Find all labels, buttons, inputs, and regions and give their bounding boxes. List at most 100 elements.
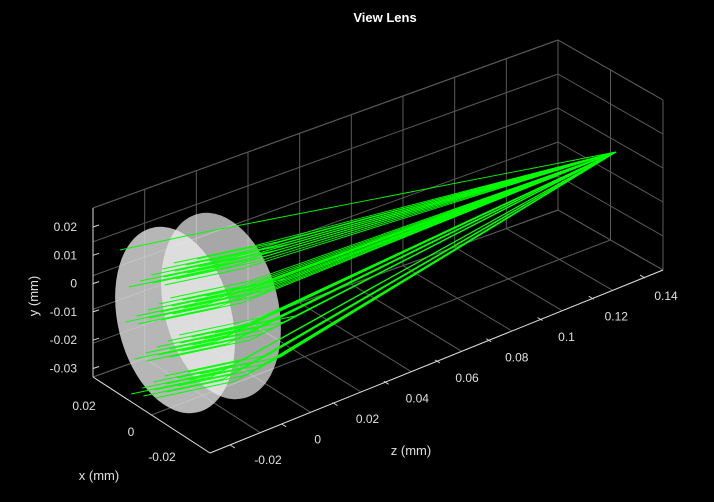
y-tick-label: 0.01 bbox=[54, 248, 78, 262]
y-axis-label: y (mm) bbox=[26, 276, 41, 316]
ray-segment-incident bbox=[125, 304, 206, 323]
ray-segment-converging bbox=[277, 151, 617, 243]
z-tick-mark bbox=[332, 402, 338, 406]
ray-segment-converging bbox=[285, 151, 617, 280]
ray-segment-incident bbox=[140, 263, 221, 282]
z-tick-mark bbox=[280, 423, 287, 428]
z-tick-labels: -0.02 0 0.02 0.04 0.06 0.08 0.1 0.12 0.14 bbox=[254, 289, 678, 467]
ray-segment-incident bbox=[142, 370, 223, 389]
ray-segment-incident bbox=[131, 376, 212, 395]
ray-segment-incident bbox=[169, 331, 250, 350]
x-tick-label: 0.02 bbox=[72, 399, 96, 413]
ray-segment-incident bbox=[147, 292, 229, 311]
ray-segment-incident bbox=[163, 259, 244, 278]
x-tick-label: 0 bbox=[128, 425, 135, 439]
z-tick-mark bbox=[588, 295, 595, 300]
ray-segment-incident bbox=[172, 296, 253, 315]
ray-segment-incident bbox=[162, 251, 243, 270]
ray-segment-incident bbox=[160, 294, 241, 313]
ray-segment-incident bbox=[197, 241, 278, 260]
ray-segment-incident bbox=[156, 329, 237, 348]
ray-segment-incident bbox=[198, 249, 279, 268]
grid-back-horizontal-line bbox=[92, 39, 559, 209]
y-tick-labels: 0.02 0.01 0 -0.01 -0.02 -0.03 bbox=[50, 220, 78, 376]
z-axis-line bbox=[209, 269, 664, 454]
ray-segment-incident bbox=[164, 267, 245, 286]
ray-segment-incident bbox=[170, 280, 251, 299]
z-tick-mark bbox=[229, 444, 236, 449]
ray-segment-incident bbox=[161, 302, 242, 321]
ray-segment-converging bbox=[280, 151, 617, 358]
z-tick-label: 0.08 bbox=[505, 351, 529, 365]
ray-segment-incident bbox=[166, 374, 248, 393]
ray-segment-incident bbox=[179, 317, 260, 336]
z-tick-mark bbox=[537, 317, 543, 321]
z-tick-mark bbox=[434, 359, 441, 364]
ray-bundle bbox=[119, 151, 617, 399]
ray-segment-incident bbox=[173, 245, 254, 264]
z-axis-label: z (mm) bbox=[391, 443, 431, 458]
z-tick-mark bbox=[383, 380, 390, 385]
ray-segment-incident bbox=[175, 261, 256, 280]
grid-back-horizontal-line bbox=[92, 73, 559, 243]
ray-segment-converging bbox=[294, 151, 617, 317]
ray-segment-incident bbox=[170, 339, 251, 358]
ray-segment-incident bbox=[164, 358, 245, 377]
x-tick-label: -0.02 bbox=[148, 450, 176, 464]
ray-segment-incident bbox=[171, 288, 252, 307]
ray-segment-incident bbox=[188, 354, 269, 373]
chart-title: View Lens bbox=[353, 10, 416, 25]
ray-segment-incident bbox=[200, 356, 281, 375]
ray-segment-converging bbox=[244, 151, 617, 360]
ray-segment-incident bbox=[189, 362, 270, 381]
ray-segment-incident bbox=[209, 243, 290, 262]
ray-segment-incident bbox=[152, 265, 233, 284]
z-tick-label: 0.14 bbox=[654, 289, 678, 303]
ray-segment-incident bbox=[176, 360, 258, 379]
ray-segment-incident bbox=[205, 278, 287, 297]
ray-segment-converging bbox=[278, 151, 617, 251]
y-tick-mark bbox=[92, 366, 100, 369]
ray-segment-incident bbox=[136, 298, 217, 317]
x-axis-label: x (mm) bbox=[79, 468, 119, 483]
y-tick-label: 0.02 bbox=[54, 220, 78, 234]
z-tick-label: 0 bbox=[314, 433, 321, 447]
ray-segment-incident bbox=[148, 300, 230, 319]
ray-segment-incident bbox=[157, 337, 239, 356]
ray-segment-incident bbox=[214, 315, 296, 334]
ray-segment-converging bbox=[271, 151, 617, 321]
ray-segment-incident bbox=[191, 319, 272, 338]
y-tick-mark bbox=[92, 252, 100, 256]
ray-segment-incident bbox=[192, 327, 273, 346]
ray-segment-converging bbox=[259, 151, 617, 319]
ray-segment-incident bbox=[134, 341, 215, 360]
ray-segment-incident bbox=[174, 253, 255, 272]
ray-segment-incident bbox=[159, 286, 240, 305]
ray-segment-incident bbox=[194, 284, 275, 303]
y-tick-mark bbox=[92, 337, 100, 341]
ray-segment-incident bbox=[143, 378, 224, 397]
ray-segment-incident bbox=[182, 282, 263, 301]
ray-segment-converging bbox=[262, 151, 617, 284]
ray-segment-incident bbox=[119, 232, 201, 251]
ray-segment-incident bbox=[167, 323, 249, 342]
grid-side-wall bbox=[557, 39, 664, 271]
axis-lines bbox=[92, 208, 664, 454]
y-tick-mark bbox=[92, 224, 100, 228]
ray-segment-incident bbox=[155, 380, 236, 399]
ray-segment-incident bbox=[154, 372, 235, 391]
y-tick-label: -0.01 bbox=[50, 305, 78, 319]
ray-segment-incident bbox=[180, 325, 261, 344]
ray-segment-incident bbox=[185, 247, 267, 266]
ray-segment-incident bbox=[146, 343, 227, 362]
ray-segment-converging bbox=[250, 151, 617, 282]
y-tick-label: -0.03 bbox=[50, 362, 78, 376]
y-tick-label: 0 bbox=[70, 277, 77, 291]
x-tick-labels: 0.02 0 -0.02 bbox=[72, 399, 176, 464]
ray-segment-incident bbox=[145, 335, 226, 354]
y-tick-mark bbox=[92, 281, 100, 285]
z-tick-label: 0.12 bbox=[605, 310, 629, 324]
ray-segment-incident bbox=[181, 333, 262, 352]
y-tick-mark bbox=[92, 309, 100, 313]
